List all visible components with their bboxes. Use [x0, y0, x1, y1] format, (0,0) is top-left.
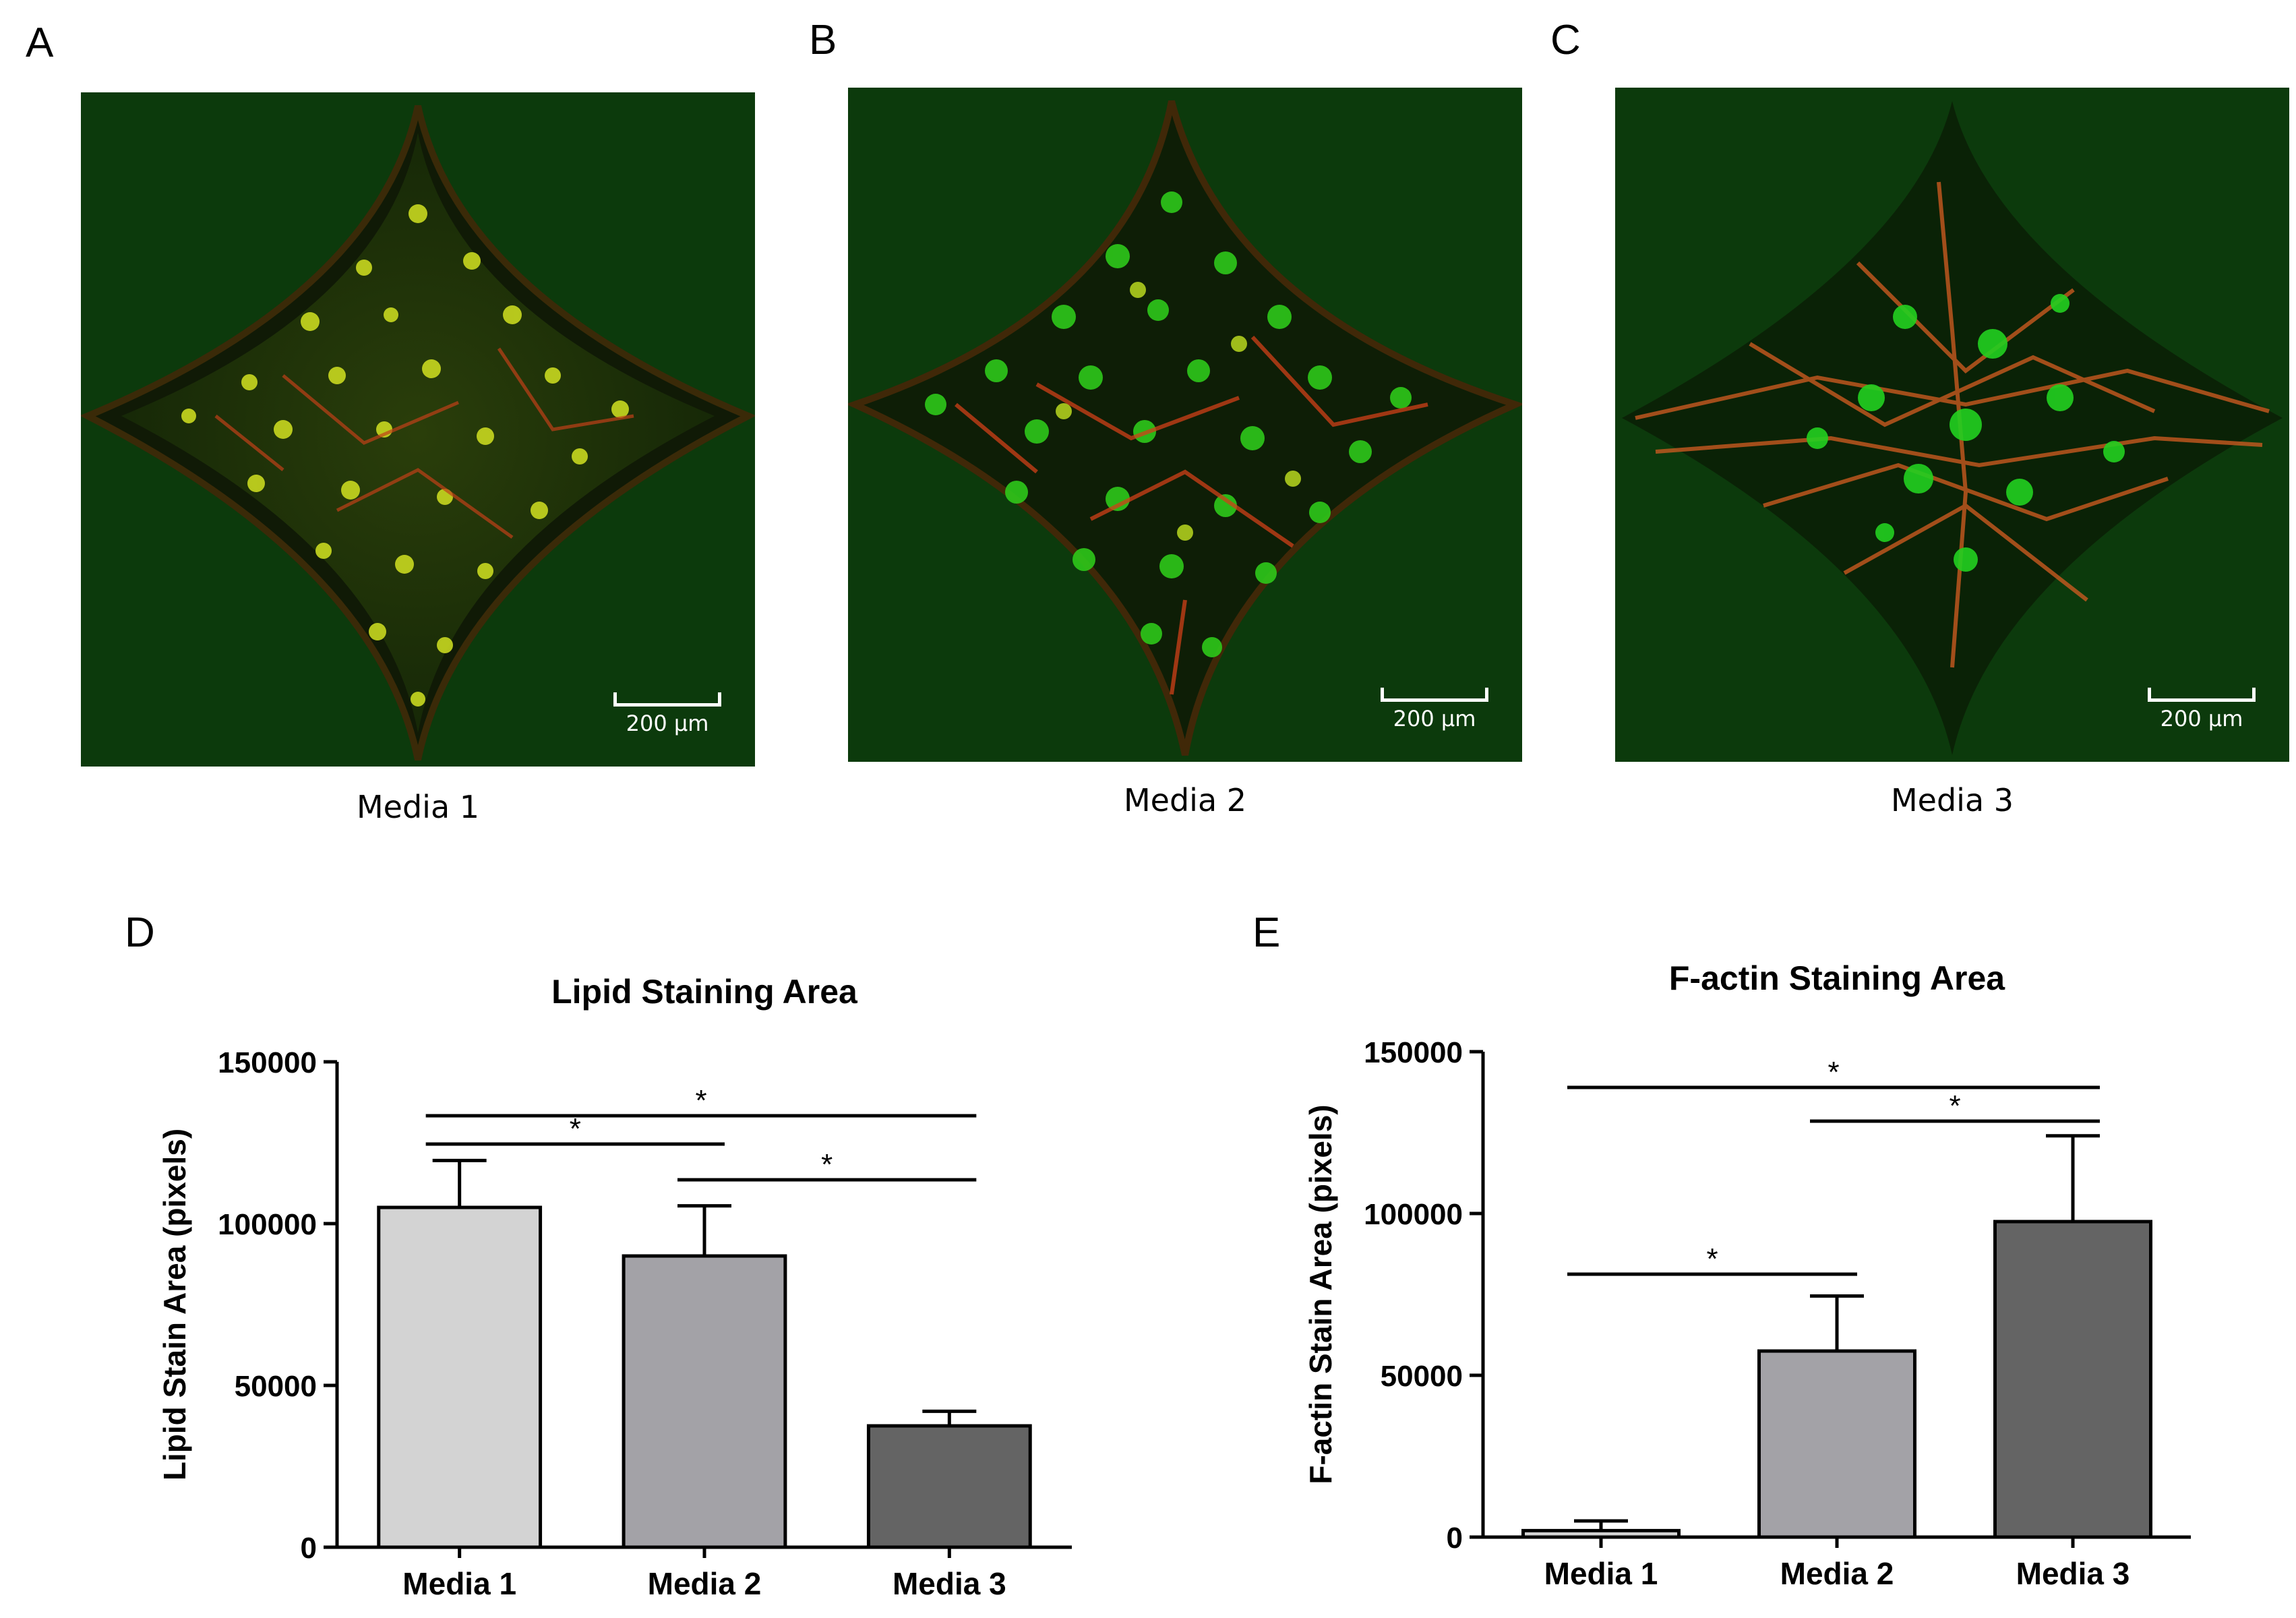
bar-media-3 [866, 1424, 1032, 1549]
factin-staining-chart: F-actin Staining Area F-actin Stain Area … [1303, 959, 2191, 1591]
bar-media-2 [1757, 1349, 1916, 1539]
scale-bar-label-a: 200 µm [626, 711, 709, 736]
scale-bar-b: 200 µm [1381, 688, 1488, 731]
micrograph-media-1: 200 µm [81, 92, 755, 767]
significance-star: * [1827, 1056, 1839, 1089]
x-tick-label: Media 1 [1544, 1556, 1658, 1591]
x-tick-label: Media 2 [648, 1566, 762, 1601]
y-tick-label: 150000 [218, 1046, 317, 1079]
significance-star: * [1949, 1089, 1960, 1122]
y-axis-label: Lipid Stain Area (pixels) [157, 1129, 192, 1480]
panel-letter-d: D [125, 909, 155, 956]
x-tick-label: Media 1 [402, 1566, 516, 1601]
caption-media-1: Media 1 [356, 789, 480, 825]
x-tick-label: Media 3 [893, 1566, 1006, 1601]
y-tick-label: 150000 [1364, 1036, 1463, 1069]
scale-bar-label-b: 200 µm [1393, 706, 1476, 731]
caption-media-3: Media 3 [1890, 782, 2014, 818]
panel-letter-a: A [26, 20, 54, 66]
bar-media-3 [1993, 1220, 2152, 1539]
x-tick-label: Media 3 [2016, 1556, 2130, 1591]
scale-bar-a: 200 µm [613, 692, 721, 736]
y-tick-label: 50000 [235, 1370, 317, 1403]
micrograph-media-2: 200 µm [848, 88, 1522, 762]
y-tick-label: 0 [301, 1532, 317, 1565]
y-tick-label: 100000 [218, 1208, 317, 1241]
y-tick-label: 0 [1447, 1522, 1463, 1555]
bar-media-1 [377, 1205, 543, 1549]
panel-letter-b: B [809, 17, 837, 63]
significance-star: * [1706, 1242, 1718, 1276]
bar-media-1 [1521, 1528, 1681, 1539]
scale-bar-label-c: 200 µm [2160, 706, 2243, 731]
significance-star: * [695, 1084, 706, 1117]
significance-star: * [570, 1112, 581, 1145]
y-tick-label: 50000 [1381, 1360, 1463, 1393]
micrograph-media-3: 200 µm [1615, 88, 2289, 762]
panel-letter-e: E [1252, 909, 1281, 956]
chart-title: F-actin Staining Area [1669, 959, 2005, 997]
bar-media-2 [622, 1254, 787, 1549]
caption-media-2: Media 2 [1123, 782, 1247, 818]
panel-letter-c: C [1550, 17, 1581, 63]
lipid-staining-chart: Lipid Staining Area Lipid Stain Area (pix… [157, 973, 1072, 1601]
scale-bar-c: 200 µm [2148, 688, 2256, 731]
y-tick-label: 100000 [1364, 1198, 1463, 1231]
x-tick-label: Media 2 [1780, 1556, 1894, 1591]
y-axis-label: F-actin Stain Area (pixels) [1303, 1104, 1338, 1484]
significance-star: * [821, 1148, 833, 1181]
chart-title: Lipid Staining Area [551, 973, 858, 1011]
